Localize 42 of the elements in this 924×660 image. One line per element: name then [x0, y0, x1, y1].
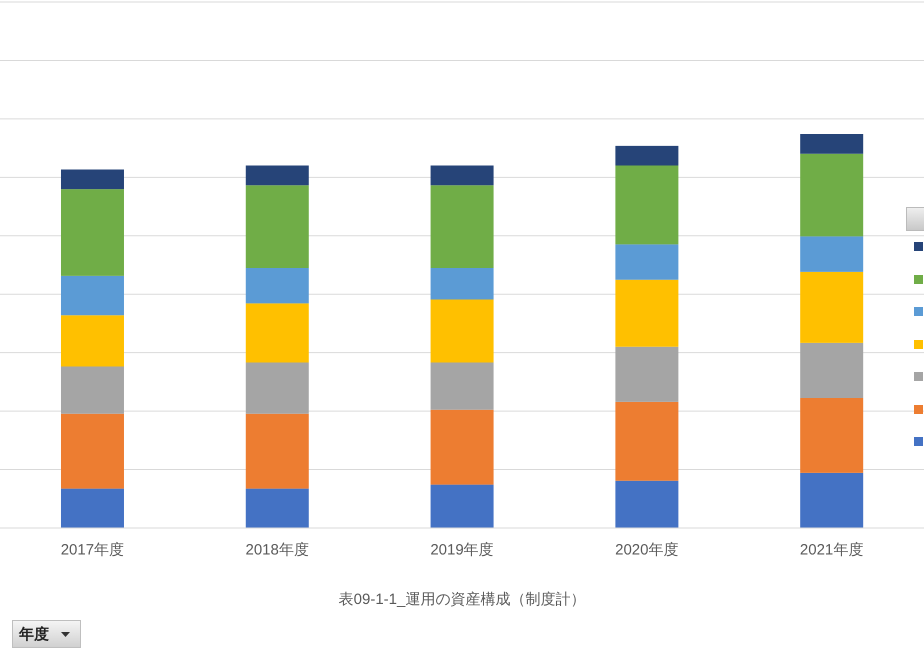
- bar: [430, 268, 494, 300]
- bar: [615, 166, 678, 244]
- x-axis-title: 表09-1-1_運用の資産構成（制度計）: [338, 591, 586, 608]
- text: 年度: [19, 624, 49, 644]
- bar: [246, 268, 309, 304]
- bar: [800, 398, 864, 473]
- bar: [430, 166, 494, 186]
- bar: [615, 480, 678, 528]
- bar: [615, 146, 678, 166]
- bar: [246, 303, 309, 363]
- bar: [246, 362, 309, 414]
- bar: [800, 342, 864, 398]
- bar: [800, 272, 864, 343]
- bar: [430, 362, 494, 410]
- x-tick-label: 2017年度: [60, 542, 124, 559]
- x-tick-label: 2019年度: [430, 542, 494, 559]
- bar: [800, 134, 864, 154]
- bar: [60, 488, 124, 528]
- bar: [615, 244, 678, 280]
- bar: [246, 166, 309, 186]
- bar: [60, 276, 124, 316]
- bar: [60, 169, 124, 190]
- bar: [800, 154, 864, 236]
- x-tick-label: 2020年度: [615, 542, 678, 559]
- bar: [246, 185, 309, 268]
- x-tick-label: 2018年度: [246, 542, 309, 559]
- bar: [430, 185, 494, 268]
- bar: [60, 414, 124, 489]
- bar: [430, 410, 494, 485]
- x-tick-label: 2021年度: [800, 542, 864, 559]
- bar: [60, 366, 124, 414]
- bar: [615, 346, 678, 402]
- bar: [246, 414, 309, 489]
- bar: [430, 484, 494, 528]
- bar: [800, 472, 864, 528]
- bar: [60, 315, 124, 366]
- bar: [615, 402, 678, 481]
- bar: [800, 236, 864, 272]
- bar: [60, 189, 124, 276]
- bar: [246, 488, 309, 528]
- bar: [615, 280, 678, 347]
- bar: [430, 299, 494, 363]
